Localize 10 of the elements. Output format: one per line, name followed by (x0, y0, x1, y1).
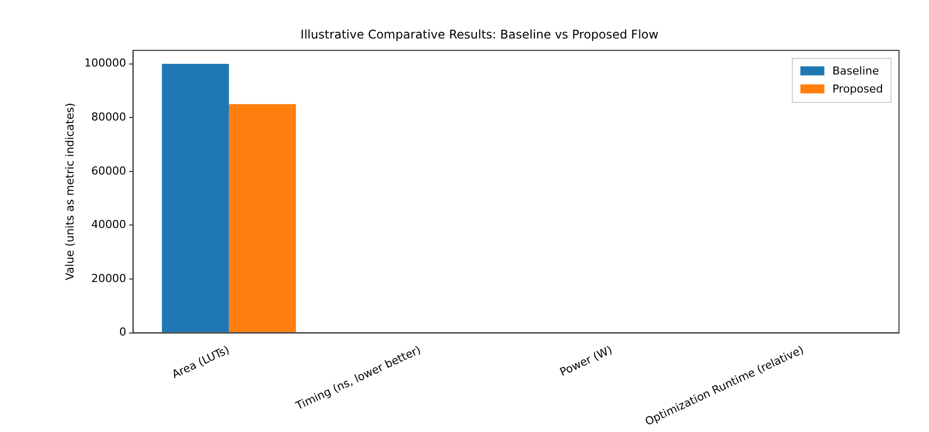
y-axis-title: Value (units as metric indicates) (63, 102, 76, 280)
y-tick-label: 100000 (84, 56, 126, 70)
legend-label: Baseline (832, 64, 880, 78)
legend-label: Proposed (832, 82, 884, 96)
y-tick-label: 20000 (91, 272, 126, 285)
y-tick-label: 40000 (91, 218, 126, 232)
chart-title: Illustrative Comparative Results: Baseline vs Proposed Flow (300, 27, 659, 42)
y-tick-label: 0 (119, 326, 126, 339)
y-tick-label: 80000 (91, 110, 126, 124)
y-tick-label: 60000 (91, 164, 126, 178)
